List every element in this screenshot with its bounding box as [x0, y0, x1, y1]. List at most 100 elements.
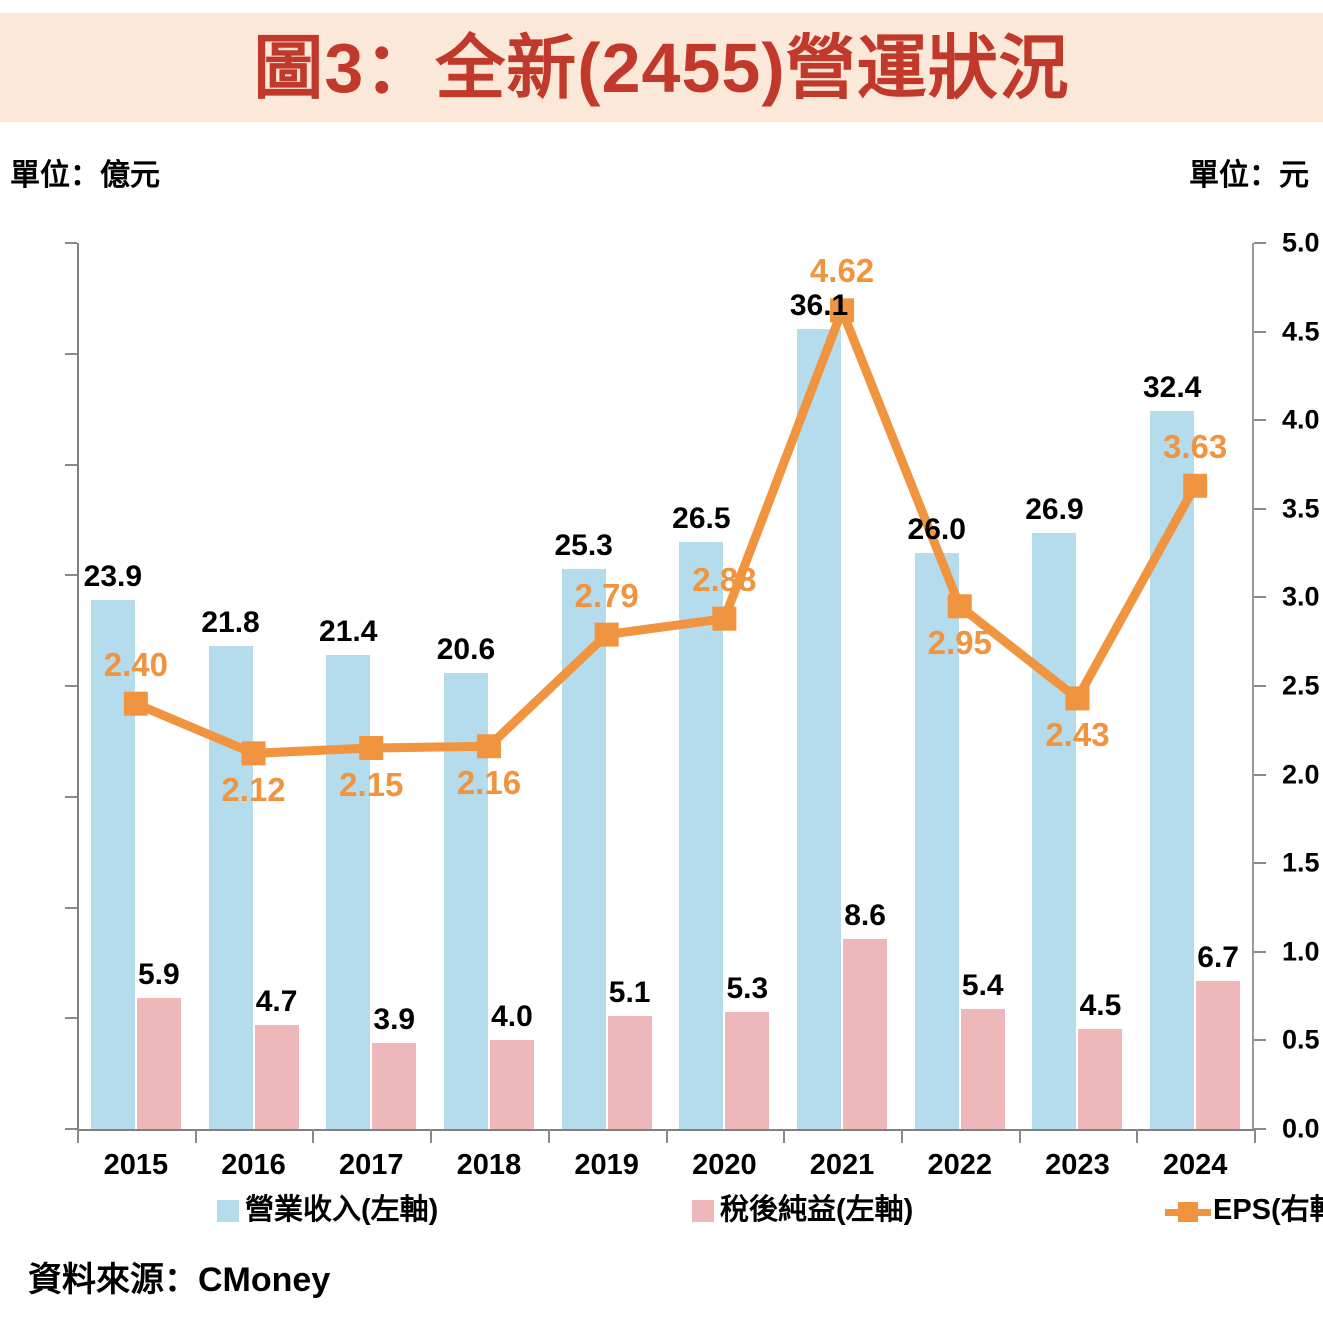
x-axis-category-label: 2023 — [1045, 1149, 1110, 1181]
bar-revenue — [208, 646, 253, 1129]
revenue-value-label: 26.5 — [672, 502, 731, 536]
bar-profit — [372, 1042, 417, 1129]
left-axis-tick — [65, 906, 77, 909]
eps-value-label: 2.12 — [221, 771, 286, 809]
x-axis-category-label: 2022 — [927, 1149, 993, 1181]
eps-value-label: 2.16 — [456, 764, 522, 802]
x-axis-tick — [312, 1129, 315, 1143]
x-axis-category-label: 2017 — [338, 1149, 404, 1181]
x-axis-category-label: 2015 — [103, 1149, 169, 1181]
right-axis-tick — [1254, 685, 1266, 687]
profit-value-label: 4.7 — [255, 984, 298, 1018]
legend-profit[interactable]: 稅後純益(左軸) — [692, 1196, 913, 1225]
left-axis-tick — [65, 685, 77, 687]
x-axis-tick — [900, 1129, 903, 1143]
profit-value-label: 5.4 — [961, 969, 1004, 1003]
profit-value-label: 4.5 — [1079, 989, 1122, 1023]
right-axis-tick-label: 2.5 — [1282, 670, 1320, 701]
right-axis-tick — [1254, 596, 1266, 599]
profit-value-label: 5.1 — [608, 976, 651, 1010]
bar-revenue — [326, 655, 371, 1129]
profit-value-label: 5.9 — [137, 958, 180, 992]
revenue-value-label: 23.9 — [83, 559, 143, 593]
right-axis-tick — [1254, 330, 1266, 333]
left-axis-line — [77, 243, 79, 1131]
eps-value-label: 2.15 — [339, 766, 404, 804]
right-axis-tick-label: 5.0 — [1282, 227, 1320, 258]
left-axis-tick — [65, 352, 77, 355]
x-axis-category-label: 2019 — [574, 1149, 639, 1181]
eps-value-label: 3.63 — [1163, 427, 1228, 465]
right-axis-tick — [1254, 419, 1266, 422]
legend-label: 營業收入(左軸) — [245, 1194, 439, 1226]
bar-profit — [254, 1024, 299, 1129]
revenue-value-label: 21.4 — [319, 614, 378, 648]
bar-profit — [1078, 1029, 1123, 1129]
x-axis-tick — [1018, 1129, 1021, 1143]
eps-value-label: 2.95 — [927, 624, 992, 662]
revenue-value-label: 26.9 — [1025, 493, 1084, 527]
x-axis-tick — [430, 1129, 433, 1143]
right-axis-tick-label: 4.5 — [1282, 316, 1320, 347]
profit-value-label: 4.0 — [491, 1000, 533, 1034]
x-axis-tick — [194, 1129, 197, 1143]
bar-revenue — [443, 672, 488, 1129]
page-title: 圖3：全新(2455)營運狀況 — [253, 28, 1070, 107]
x-axis-category-label: 2016 — [221, 1149, 286, 1181]
bar-revenue — [679, 542, 724, 1129]
eps-value-label: 2.88 — [692, 560, 757, 598]
bar-profit — [489, 1040, 534, 1129]
right-axis-tick — [1254, 862, 1266, 865]
legend-label: EPS(右軸) — [1213, 1194, 1323, 1226]
bar-revenue — [1032, 533, 1077, 1129]
x-axis-tick — [783, 1129, 786, 1143]
right-axis-tick-label: 1.5 — [1282, 847, 1320, 878]
x-axis-category-label: 2020 — [692, 1149, 757, 1181]
right-axis-tick — [1254, 950, 1266, 953]
x-axis-category-label: 2024 — [1162, 1149, 1228, 1181]
right-axis-tick — [1254, 242, 1266, 244]
right-axis-tick-label: 0.0 — [1282, 1113, 1320, 1144]
x-axis-tick — [547, 1129, 550, 1143]
bar-revenue — [797, 329, 842, 1129]
right-axis-tick — [1254, 1039, 1266, 1042]
right-axis-tick-label: 3.0 — [1282, 581, 1320, 612]
right-axis-tick — [1254, 773, 1266, 776]
eps-value-label: 4.62 — [809, 252, 875, 290]
left-axis-tick — [65, 795, 77, 798]
bar-profit — [136, 998, 181, 1129]
right-axis-tick-label: 2.0 — [1282, 759, 1320, 790]
profit-value-label: 6.7 — [1197, 940, 1239, 974]
chart-plot-area: 0510152025303540 0.00.51.01.52.02.53.03.… — [65, 228, 1320, 1181]
right-axis-unit-label: 單位：元 — [1189, 159, 1309, 192]
chart-legend: 營業收入(左軸) 稅後純益(左軸) EPS(右軸) — [77, 1196, 1323, 1238]
bar-revenue — [1150, 411, 1195, 1129]
left-axis-tick — [65, 242, 77, 244]
eps-value-label: 2.43 — [1045, 716, 1110, 754]
right-axis-tick — [1254, 507, 1266, 510]
profit-value-label: 5.3 — [726, 971, 769, 1005]
bar-revenue — [90, 599, 135, 1129]
revenue-value-label: 20.6 — [436, 632, 496, 666]
left-axis-tick — [65, 1017, 77, 1020]
x-axis-tick — [665, 1129, 668, 1143]
left-axis-tick — [65, 1128, 77, 1130]
legend-eps[interactable]: EPS(右軸) — [1165, 1196, 1323, 1225]
bar-profit — [960, 1009, 1005, 1129]
legend-revenue[interactable]: 營業收入(左軸) — [217, 1196, 438, 1225]
bar-profit — [725, 1011, 770, 1129]
x-axis-tick — [1254, 1129, 1256, 1143]
bar-profit — [1196, 980, 1241, 1129]
left-axis-unit-label: 單位：億元 — [10, 159, 160, 192]
eps-line-series — [123, 297, 1208, 766]
revenue-value-label: 25.3 — [554, 528, 613, 562]
x-axis-tick — [77, 1129, 79, 1143]
legend-swatch-icon — [217, 1199, 239, 1222]
title-banner: 圖3：全新(2455)營運狀況 — [0, 13, 1323, 122]
revenue-value-label: 32.4 — [1142, 371, 1202, 405]
eps-value-label: 2.79 — [574, 576, 639, 614]
right-axis-tick-label: 4.0 — [1282, 404, 1320, 435]
revenue-value-label: 26.0 — [907, 513, 966, 547]
right-axis-tick-label: 3.5 — [1282, 493, 1320, 524]
legend-swatch-icon — [692, 1199, 714, 1222]
